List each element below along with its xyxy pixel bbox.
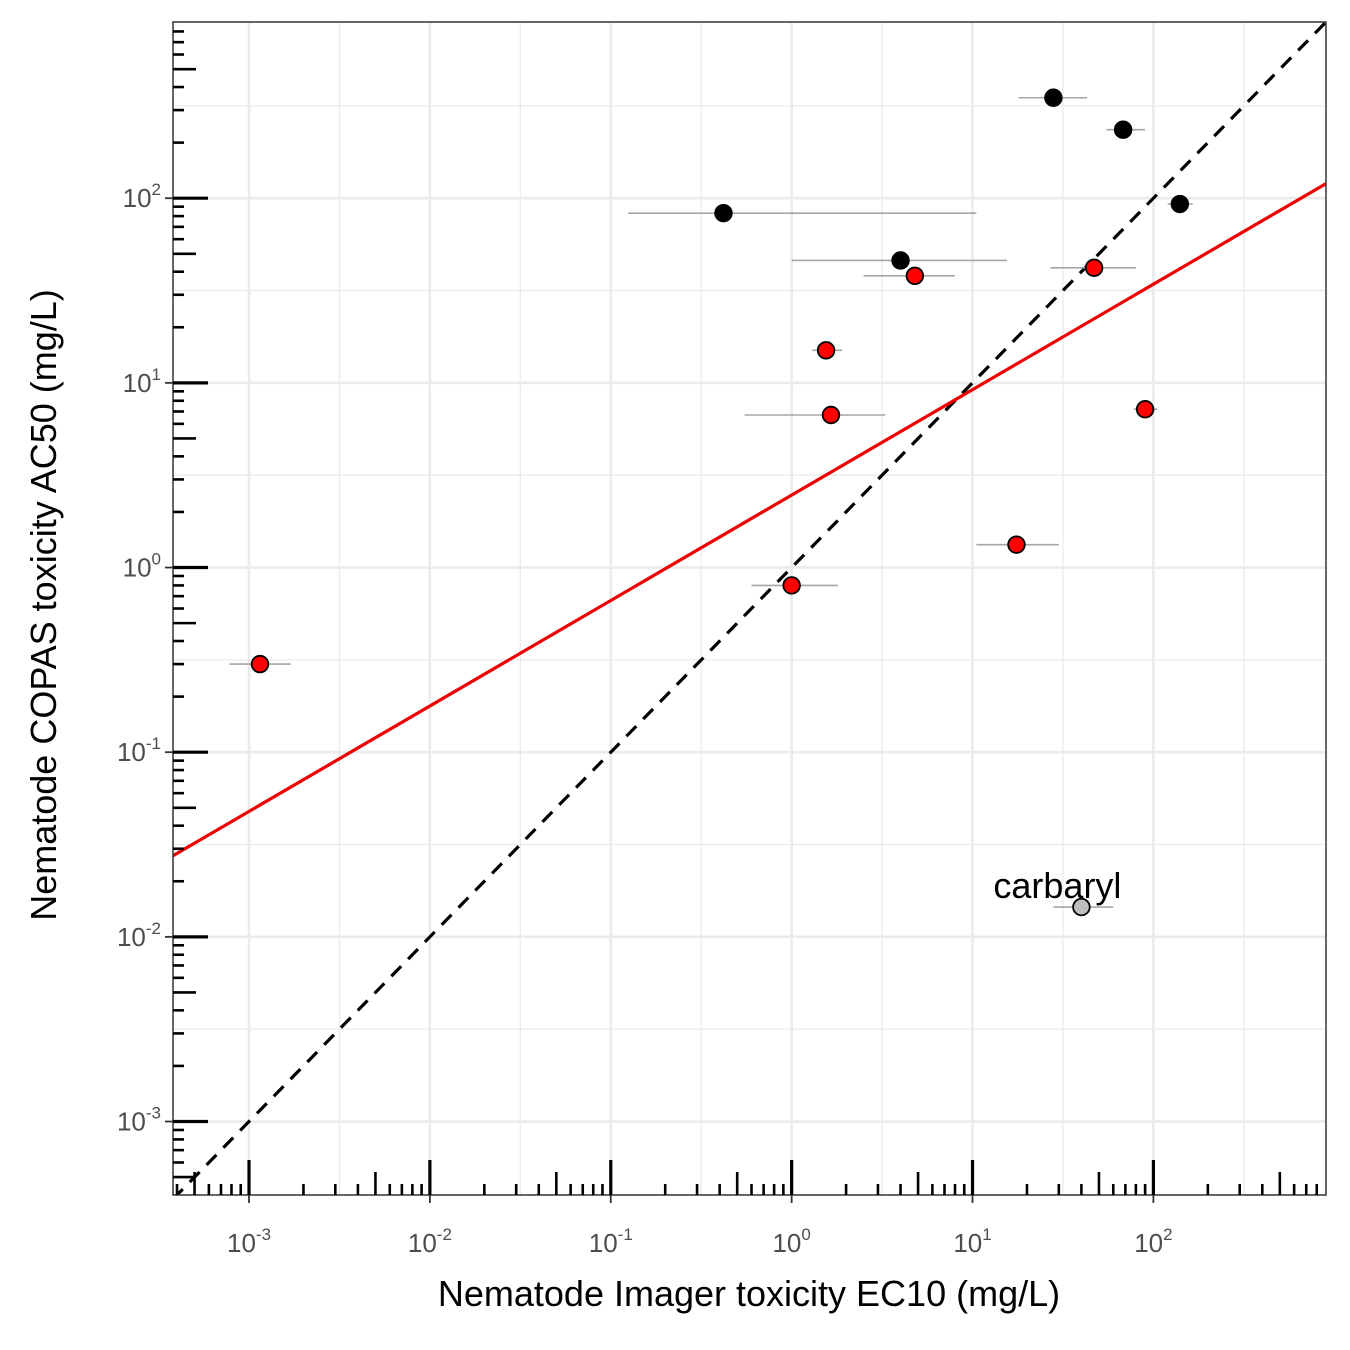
x-tick-label: 102: [1134, 1225, 1172, 1258]
regression-fit-line: [173, 182, 1326, 858]
x-axis-title: Nematode Imager toxicity EC10 (mg/L): [438, 1273, 1060, 1314]
data-point-red: [816, 341, 836, 360]
data-point-red: [1007, 535, 1026, 554]
y-tick-label: 10-3: [117, 1104, 161, 1137]
point-labels: carbaryl: [993, 865, 1121, 906]
data-point-red: [905, 266, 925, 286]
y-tick-label: 10-1: [117, 734, 161, 767]
reference-lines: [173, 22, 1326, 1195]
identity-dashed-line: [174, 22, 1326, 1195]
y-tick-label: 100: [123, 550, 161, 583]
data-point-red: [1084, 258, 1104, 277]
data-point-red: [250, 654, 270, 674]
y-tick-label: 102: [123, 180, 161, 213]
x-tick-label: 10-2: [408, 1225, 452, 1258]
x-tick-label: 10-1: [589, 1225, 633, 1258]
data-point-black: [891, 251, 910, 270]
error-bars: [229, 96, 1193, 908]
data-point-black: [1170, 194, 1190, 214]
grid-lines: [173, 22, 1326, 1195]
data-point-red: [782, 576, 801, 595]
data-point-grey: [1072, 897, 1091, 917]
y-tick-label: 101: [123, 365, 161, 398]
y-axis-title: Nematode COPAS toxicity AC50 (mg/L): [23, 289, 64, 921]
y-tick-label: 10-2: [117, 919, 161, 952]
x-tick-label: 101: [953, 1225, 991, 1258]
x-tick-label: 100: [772, 1225, 810, 1258]
log-tick-marks: [173, 30, 1319, 1195]
data-point-red: [821, 405, 841, 425]
x-tick-label: 10-3: [227, 1225, 271, 1258]
x-tick-labels: 10-3 10-2 10-1 100 101 102: [227, 1195, 1173, 1258]
y-tick-labels: 10-3 10-2 10-1 100 101 102: [117, 180, 173, 1137]
point-label: carbaryl: [993, 865, 1121, 906]
data-points: [250, 88, 1190, 917]
data-point-red: [1135, 400, 1155, 419]
data-point-black: [1113, 120, 1133, 139]
data-point-black: [1044, 88, 1063, 107]
data-point-black: [714, 203, 733, 223]
